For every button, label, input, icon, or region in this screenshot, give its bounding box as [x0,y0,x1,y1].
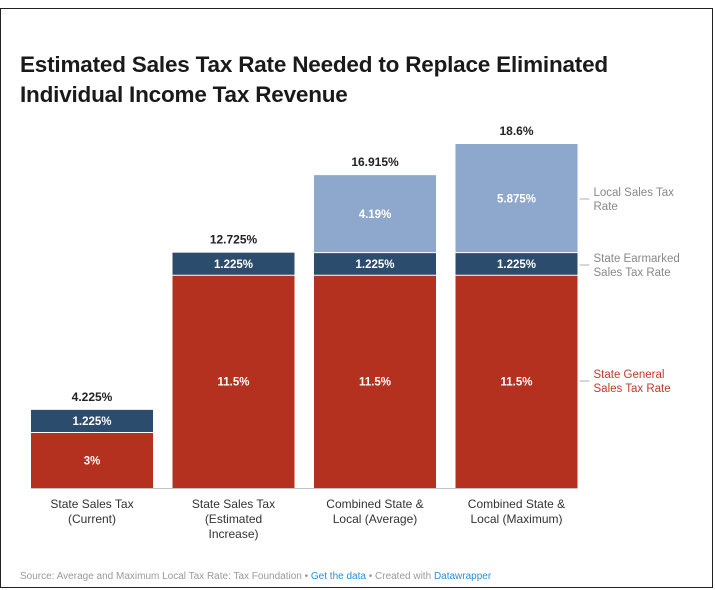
series-label: State General [594,369,665,381]
segment-value-label: 4.19% [359,209,392,221]
bar-segment [314,252,436,276]
segment-value-label: 1.225% [214,259,253,271]
category-tick-label: (Current) [68,512,116,526]
segment-value-label: 3% [84,455,101,467]
segment-value-label: 11.5% [218,377,250,389]
bar-segment [31,432,153,488]
category-tick-label: State Sales Tax [192,497,275,511]
series-label: Local Sales Tax [594,187,675,199]
bar-segment [455,252,578,276]
footer-created-with: • Created with [365,571,434,582]
chart-footer: Source: Average and Maximum Local Tax Ra… [20,571,491,582]
bar-segment [31,409,153,433]
segment-value-label: 1.225% [355,259,394,271]
total-value-label: 12.725% [210,233,258,247]
category-tick-label: (Estimated [205,512,262,526]
category-tick-label: Local (Maximum) [470,512,562,526]
bar-segment [455,275,578,488]
get-data-link[interactable]: Get the data [310,571,366,582]
segment-value-label: 11.5% [359,377,391,389]
source-note: Source: Average and Maximum Local Tax Ra… [20,571,302,582]
series-label: Sales Tax Rate [594,267,671,279]
footer-separator: • [301,571,311,582]
bar-segment [172,275,295,488]
segment-value-label: 1.225% [497,259,536,271]
series-label: State Earmarked [594,253,680,265]
segment-value-label: 11.5% [501,377,533,389]
category-tick-label: Local (Average) [333,512,418,526]
total-value-label: 4.225% [72,390,113,404]
segment-value-label: 5.875% [497,193,536,205]
series-label: Rate [594,201,618,213]
category-tick-label: Increase) [208,527,258,541]
chart-title-line-2: Individual Income Tax Revenue [20,82,348,107]
bar-segment [314,175,436,253]
category-tick-label: Combined State & [468,497,565,511]
category-tick-label: State Sales Tax [50,497,133,511]
bar-segment [172,252,295,276]
datawrapper-link[interactable]: Datawrapper [433,571,492,582]
total-value-label: 16.915% [351,155,399,169]
segment-value-label: 1.225% [72,416,111,428]
chart-title-line-1: Estimated Sales Tax Rate Needed to Repla… [20,52,608,77]
chart-title: Estimated Sales Tax Rate Needed to Repla… [20,50,700,110]
bar-segment [455,144,578,253]
category-tick-label: Combined State & [326,497,423,511]
bar-segment [314,275,436,488]
total-value-label: 18.6% [499,124,533,138]
series-label: Sales Tax Rate [594,383,671,395]
